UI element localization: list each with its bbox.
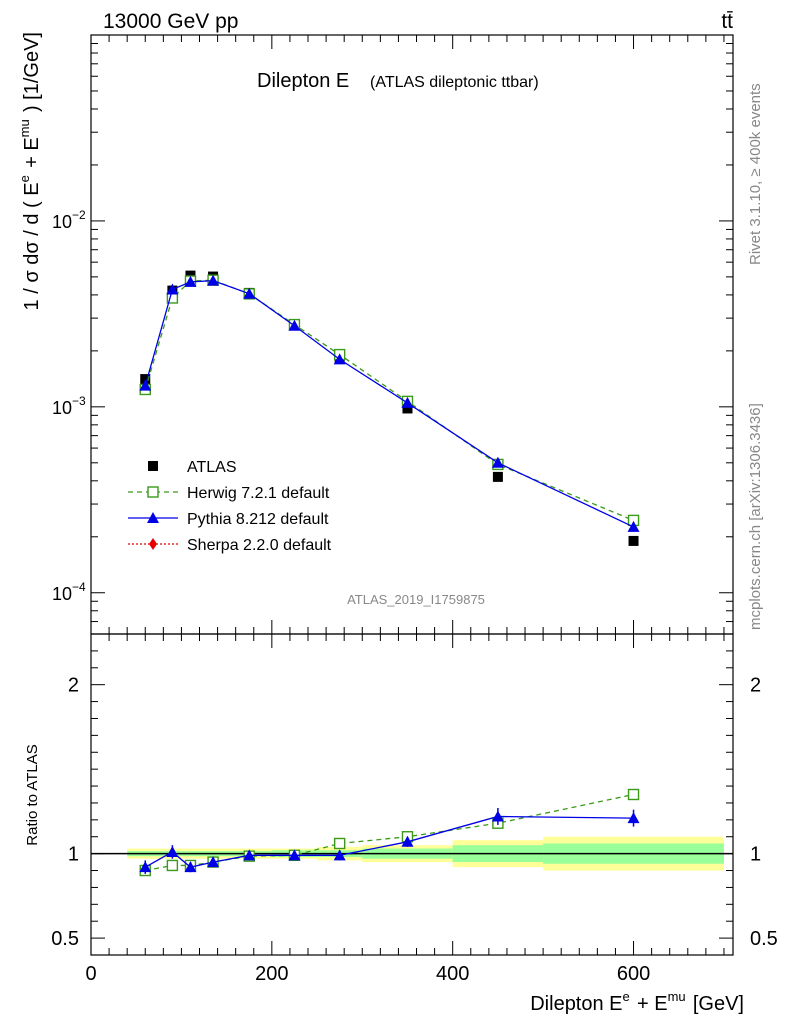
axes-frames: [90, 34, 734, 956]
ratio-data-point: [243, 849, 256, 861]
legend: ATLAS Herwig 7.2.1 default Pythia 8.212 de…: [128, 459, 332, 554]
ratio-bands: [91, 836, 733, 871]
ratio-data-point: [184, 861, 197, 873]
legend-marker: [147, 512, 159, 523]
ratio-y-tick-label-right: 2: [750, 675, 761, 697]
data-point: [288, 319, 301, 331]
data-series: [139, 270, 640, 877]
y-tick-label: 10−4: [52, 580, 86, 604]
legend-label: Sherpa 2.2.0 default: [187, 537, 332, 554]
ratio-data-point: [166, 859, 179, 872]
ratio-frame: [90, 633, 734, 956]
x-tick-label: 600: [617, 963, 650, 985]
header-left: 13000 GeV pp: [103, 10, 238, 33]
ratio-data-point: [491, 810, 504, 822]
y-axis-label: 1 / σ dσ / d ( Ee + Emu ) [1/GeV]: [17, 32, 43, 310]
mcplots-label: mcplots.cern.ch [arXiv:1306.3436]: [747, 403, 764, 630]
y-tick-label: 10−2: [52, 208, 86, 232]
ratio-data-point: [401, 835, 414, 847]
ratio-y-tick-label-right: 1: [750, 844, 761, 866]
data-point: [140, 374, 151, 385]
x-axis-label: Dilepton Ee + Emu [GeV]: [530, 989, 744, 1015]
legend-marker: [147, 486, 159, 498]
data-point: [491, 456, 504, 468]
y-tick-label: 10−3: [52, 394, 86, 418]
data-point: [628, 535, 639, 546]
data-point: [243, 287, 256, 299]
chart-title: Dilepton E: [257, 70, 349, 92]
data-point: [333, 353, 346, 365]
ratio-series-line: [144, 815, 634, 868]
ratio-data-point: [166, 845, 179, 857]
ratio-y-axis-label: Ratio to ATLAS: [24, 744, 41, 845]
data-point: [207, 274, 220, 286]
ratio-data-point: [333, 849, 346, 861]
data-point: [401, 396, 414, 408]
legend-marker: [149, 538, 157, 550]
ratio-y-tick-label-right: 0.5: [750, 928, 778, 950]
data-point: [139, 379, 152, 391]
ratio-data-point: [288, 849, 301, 861]
x-tick-label: 400: [436, 963, 469, 985]
ratio-data-point: [207, 856, 220, 868]
data-point: [402, 403, 413, 414]
legend-label: Herwig 7.2.1 default: [187, 485, 330, 502]
data-point: [492, 471, 503, 482]
x-tick-label: 0: [85, 963, 96, 985]
ratio-y-tick-label: 0.5: [51, 928, 79, 950]
ratio-y-tick-label: 1: [68, 844, 79, 866]
header-right: tt̄: [721, 10, 733, 33]
watermark: ATLAS_2019_I1759875: [347, 592, 485, 607]
axis-labels: 1 / σ dσ / d ( Ee + Emu ) [1/GeV] Dilepto…: [17, 32, 744, 1015]
legend-marker: [148, 461, 158, 471]
series-line: [144, 280, 634, 528]
legend-label: Pythia 8.212 default: [187, 511, 329, 528]
x-tick-label: 200: [255, 963, 288, 985]
data-point: [627, 520, 640, 532]
chart-subtitle: (ATLAS dileptonic ttbar): [370, 74, 539, 91]
data-point: [166, 283, 179, 295]
ratio-data-point: [627, 788, 640, 801]
ratio-data-point: [333, 837, 346, 850]
axes-ticks: 0 200 400 600 10−4 10−3 10−2 0.5 0.5 1 1 2 2: [51, 34, 778, 985]
ratio-data-point: [627, 812, 640, 824]
ratio-y-tick-label: 2: [68, 675, 79, 697]
legend-label: ATLAS: [187, 459, 237, 476]
data-point: [184, 275, 197, 287]
rivet-label: Rivet 3.1.10, ≥ 400k events: [747, 83, 764, 265]
ratio-data-point: [139, 861, 152, 873]
